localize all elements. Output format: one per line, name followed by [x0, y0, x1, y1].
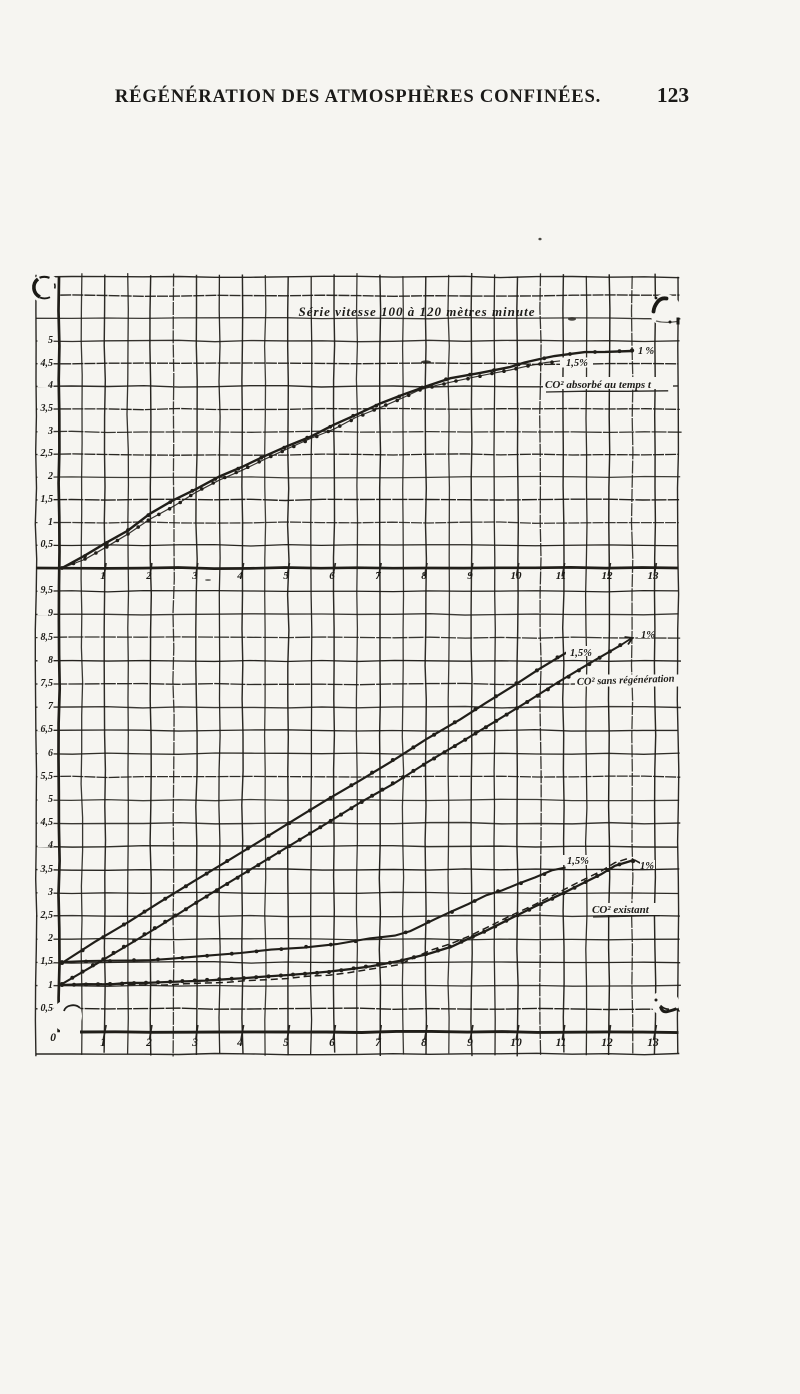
- svg-text:10: 10: [510, 1037, 522, 1049]
- svg-text:7,5: 7,5: [41, 678, 54, 689]
- svg-text:5: 5: [283, 570, 289, 582]
- svg-text:1%: 1%: [641, 630, 655, 641]
- svg-text:2,5: 2,5: [40, 448, 54, 459]
- svg-text:3,5: 3,5: [40, 403, 54, 414]
- svg-text:1: 1: [48, 980, 53, 991]
- svg-text:1,5%: 1,5%: [566, 358, 588, 369]
- svg-text:10: 10: [511, 570, 523, 582]
- svg-text:CO² sans régénération: CO² sans régénération: [577, 674, 675, 688]
- svg-text:8: 8: [421, 570, 427, 582]
- svg-text:11: 11: [556, 1037, 567, 1049]
- svg-text:9,5: 9,5: [41, 585, 54, 596]
- svg-text:4,5: 4,5: [40, 358, 54, 369]
- svg-text:0,5: 0,5: [41, 1003, 54, 1014]
- svg-text:123: 123: [657, 83, 690, 107]
- svg-text:4: 4: [47, 380, 53, 391]
- svg-text:4: 4: [236, 570, 243, 582]
- svg-text:1: 1: [100, 570, 106, 582]
- svg-text:3: 3: [191, 570, 198, 582]
- svg-text:2: 2: [145, 570, 152, 582]
- svg-text:7: 7: [48, 701, 54, 712]
- svg-text:RÉGÉNÉRATION DES ATMOSPHÈRES C: RÉGÉNÉRATION DES ATMOSPHÈRES CONFINÉES.: [115, 85, 601, 107]
- svg-text:1: 1: [100, 1037, 106, 1049]
- svg-text:4: 4: [47, 840, 53, 851]
- svg-text:4: 4: [236, 1037, 243, 1049]
- svg-text:9: 9: [48, 608, 53, 619]
- svg-text:9: 9: [467, 1037, 473, 1049]
- svg-text:2: 2: [47, 933, 53, 944]
- svg-text:8: 8: [421, 1037, 427, 1049]
- svg-text:Série vitesse 100 à 120 mètres: Série vitesse 100 à 120 mètres minute: [298, 304, 535, 319]
- svg-text:6,5: 6,5: [41, 724, 54, 735]
- svg-text:6: 6: [329, 1037, 335, 1049]
- svg-text:3: 3: [47, 887, 53, 898]
- svg-text:12: 12: [601, 1037, 613, 1049]
- svg-text:6: 6: [329, 570, 335, 582]
- svg-text:2,5: 2,5: [40, 910, 54, 921]
- svg-text:5: 5: [283, 1037, 289, 1049]
- svg-text:2: 2: [145, 1037, 152, 1049]
- svg-text:1,5: 1,5: [41, 494, 54, 505]
- svg-text:6: 6: [48, 748, 53, 759]
- svg-text:3,5: 3,5: [40, 864, 54, 875]
- svg-text:12: 12: [602, 570, 614, 582]
- svg-text:3: 3: [191, 1037, 198, 1049]
- svg-text:1,5%: 1,5%: [567, 856, 589, 867]
- svg-text:5: 5: [48, 794, 53, 805]
- svg-text:1: 1: [48, 517, 53, 528]
- svg-text:2: 2: [47, 471, 53, 482]
- svg-text:1 %: 1 %: [638, 346, 654, 357]
- svg-text:1,5%: 1,5%: [570, 648, 592, 659]
- svg-text:5,5: 5,5: [41, 771, 54, 782]
- svg-text:3: 3: [47, 426, 53, 437]
- svg-text:1,5: 1,5: [41, 956, 54, 967]
- svg-text:13: 13: [647, 1037, 659, 1049]
- svg-text:7: 7: [375, 1037, 382, 1049]
- svg-text:13: 13: [648, 570, 660, 582]
- svg-text:4,5: 4,5: [40, 817, 54, 828]
- svg-text:0,5: 0,5: [41, 539, 54, 550]
- svg-text:CO² absorbé au temps t: CO² absorbé au temps t: [545, 379, 652, 391]
- svg-text:7: 7: [375, 570, 381, 582]
- svg-text:11: 11: [556, 570, 566, 582]
- svg-text:8: 8: [48, 655, 53, 666]
- svg-text:1%: 1%: [640, 861, 654, 872]
- svg-text:CO² existant: CO² existant: [592, 904, 650, 916]
- svg-text:9: 9: [467, 570, 473, 582]
- svg-text:0: 0: [50, 1032, 56, 1044]
- svg-text:5: 5: [48, 335, 53, 346]
- svg-text:8,5: 8,5: [41, 632, 54, 643]
